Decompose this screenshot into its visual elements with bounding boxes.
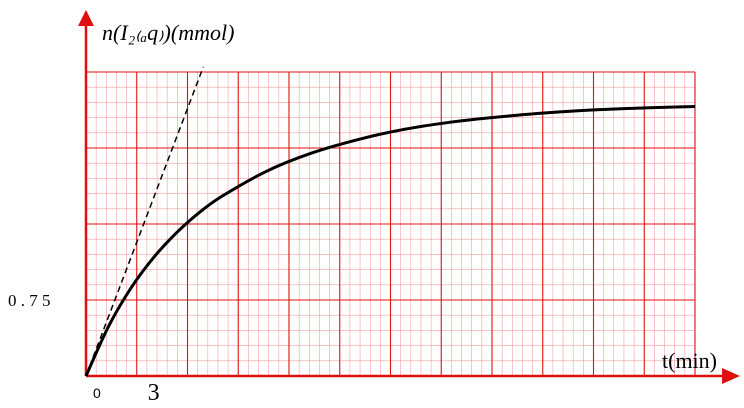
- curve-series-0: [84, 105, 696, 377]
- origin-label: 0: [93, 385, 101, 401]
- chart-grid: [85, 71, 696, 377]
- x-tick-label: 3: [148, 380, 160, 406]
- chart-series: [84, 66, 696, 377]
- tick-labels: 3 0 . 7 5: [8, 291, 160, 406]
- y-axis-arrow: [78, 10, 94, 26]
- tangent-line: [85, 66, 205, 377]
- chart-axes: [78, 10, 740, 384]
- y-axis-label: n(I₂₍ₐq₎)(mmol): [102, 20, 234, 45]
- y-tick-label: 0 . 7 5: [8, 291, 51, 310]
- x-axis-arrow: [722, 368, 740, 384]
- chart-labels: n(I₂₍ₐq₎)(mmol) t(min) 0: [93, 20, 717, 401]
- x-axis-label: t(min): [662, 348, 717, 373]
